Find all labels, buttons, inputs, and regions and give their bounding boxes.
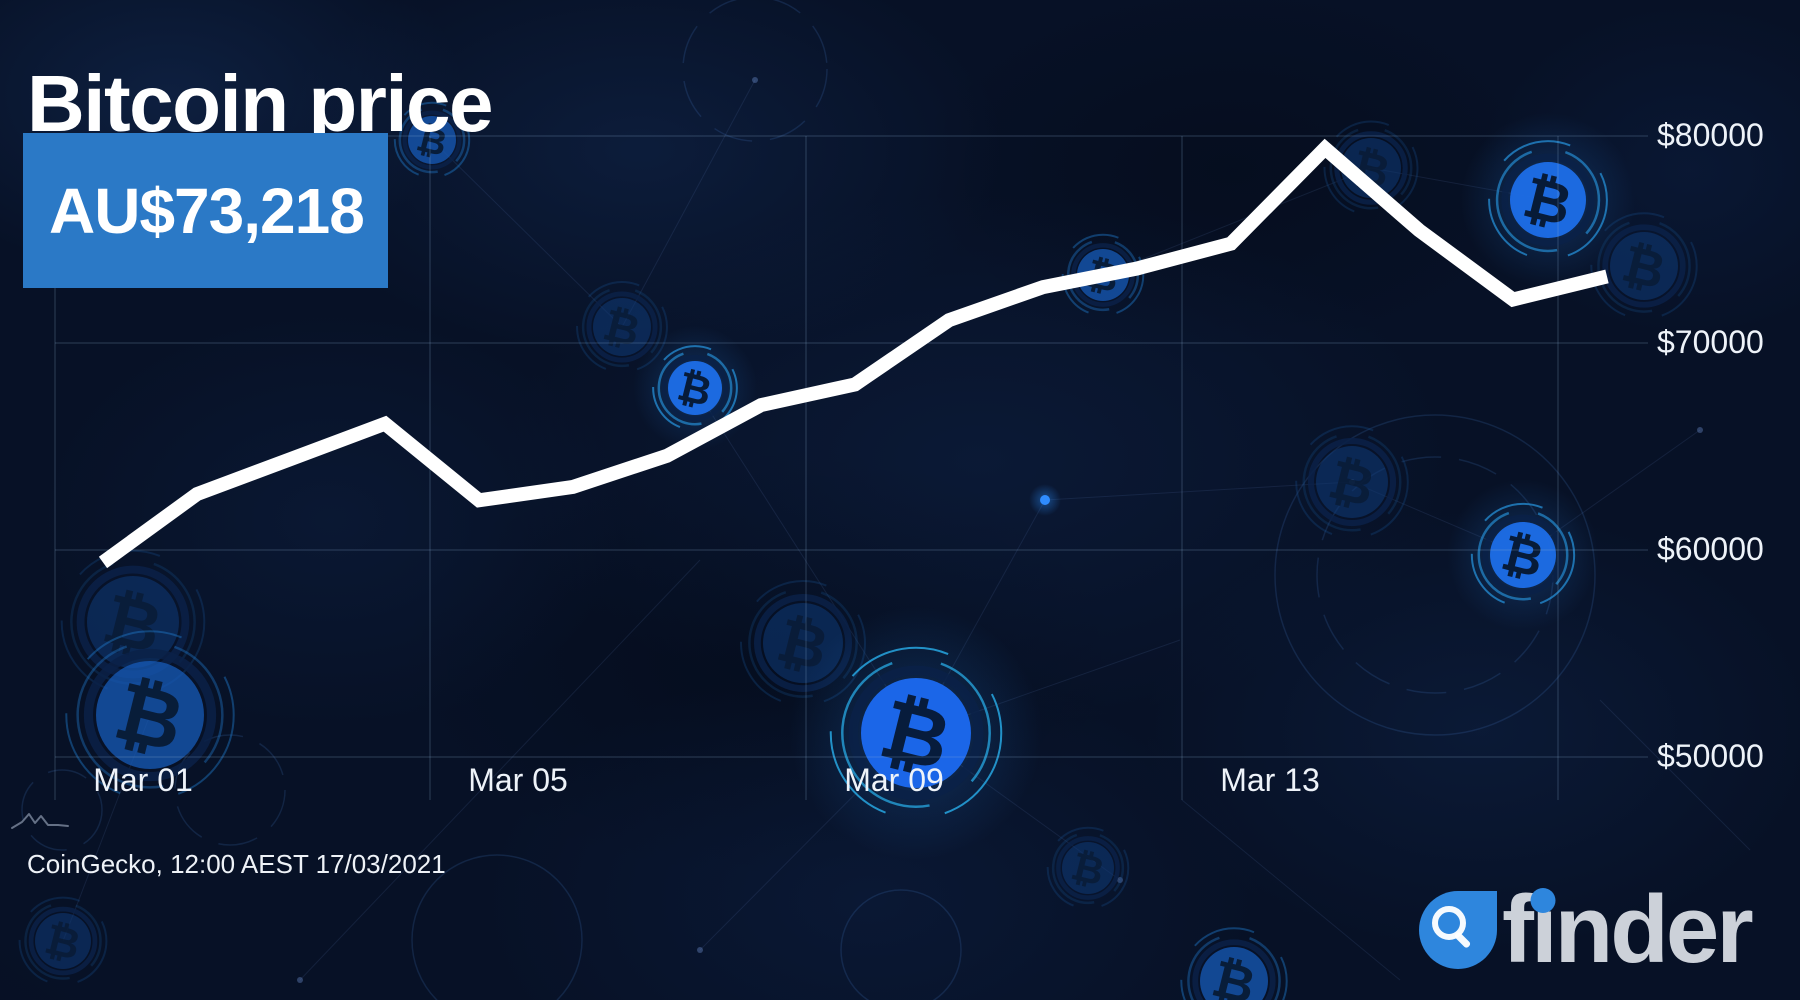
bitcoin-coin-icon: ₿	[1447, 479, 1599, 631]
wordmark-i-dot-icon	[1530, 888, 1556, 913]
network-line-decor	[1599, 699, 1751, 851]
finder-wordmark: fı nder	[1502, 876, 1754, 983]
finder-blob-icon	[1419, 891, 1497, 969]
bitcoin-coin-icon: ₿	[576, 281, 668, 373]
y-axis-label: $80000	[1657, 117, 1764, 153]
network-dot-decor	[297, 977, 303, 983]
y-axis-label: $50000	[1657, 738, 1764, 774]
network-line-decor	[299, 559, 701, 981]
y-axis-label: $70000	[1657, 324, 1764, 360]
wordmark-i: ı	[1530, 876, 1558, 983]
bitcoin-coin-icon: ₿	[1460, 112, 1636, 288]
magnifier-icon	[1432, 906, 1466, 940]
bitcoin-coin-icon: ₿	[1046, 826, 1130, 910]
wordmark-f: f	[1502, 876, 1534, 983]
source-note: CoinGecko, 12:00 AEST 17/03/2021	[27, 849, 446, 879]
price-badge: AU$73,218	[23, 133, 388, 288]
network-dot-decor	[1117, 877, 1123, 883]
price-line	[98, 138, 1609, 569]
network-dot-decor	[1697, 427, 1703, 433]
bitcoin-coin-icon: ₿	[65, 630, 235, 800]
network-line-decor	[431, 139, 623, 328]
price-badge-value: AU$73,218	[49, 174, 365, 247]
network-dot-decor	[752, 77, 758, 83]
ring-decor	[682, 0, 828, 142]
glow-dot-decor	[1040, 495, 1050, 505]
ring-decor	[21, 769, 103, 851]
network-line-decor	[1181, 799, 1401, 981]
page-title: Bitcoin price	[27, 58, 494, 148]
ring-decor	[840, 889, 962, 1000]
ring-decor	[411, 854, 583, 1000]
bitcoin-coin-icon: ₿	[1295, 425, 1409, 539]
y-axis-label: $60000	[1657, 531, 1764, 567]
wordmark-rest: nder	[1554, 876, 1754, 983]
bitcoin-coin-icon: ₿	[1180, 927, 1288, 1000]
x-axis-label: Mar 13	[1220, 762, 1320, 798]
sparkline-icon	[11, 813, 69, 829]
network-dot-decor	[697, 947, 703, 953]
network-line-decor	[1102, 167, 1372, 276]
bitcoin-coin-icon: ₿	[789, 606, 1043, 860]
x-axis-label: Mar 01	[93, 762, 193, 798]
x-axis-label: Mar 05	[468, 762, 568, 798]
network-line-decor	[1044, 481, 1353, 501]
network-line-decor	[621, 79, 756, 328]
ring-decor	[174, 734, 286, 846]
magnifier-handle-icon	[1453, 931, 1472, 949]
bitcoin-coin-icon: ₿	[393, 101, 471, 179]
x-axis-label: Mar 09	[844, 762, 944, 798]
finder-logo: fı nder	[1419, 876, 1754, 983]
bitcoin-coin-icon: ₿	[18, 896, 108, 986]
bitcoin-coin-icon: ₿	[1590, 212, 1698, 320]
